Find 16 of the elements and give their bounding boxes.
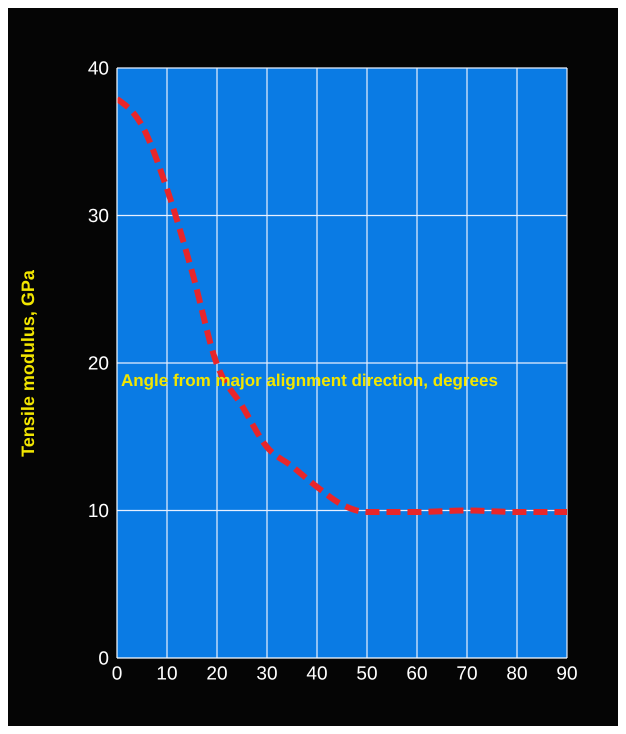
x-tick-label: 80 [506,663,528,684]
x-tick-label: 90 [556,663,578,684]
x-tick-label: 0 [112,663,122,684]
x-tick-label: 30 [256,663,278,684]
x-tick-label: 20 [206,663,228,684]
x-tick-label: 40 [306,663,328,684]
y-axis-title: Tensile modulus, GPa [18,270,38,456]
x-tick-label: 60 [406,663,428,684]
x-tick-label: 50 [356,663,378,684]
y-tick-label: 20 [88,354,109,375]
x-tick-label: 70 [456,663,478,684]
y-tick-label: 0 [98,648,109,670]
y-tick-label: 40 [88,58,109,80]
y-tick-label: 30 [88,206,109,228]
x-tick-label: 10 [156,663,178,684]
y-tick-label: 10 [88,501,109,522]
